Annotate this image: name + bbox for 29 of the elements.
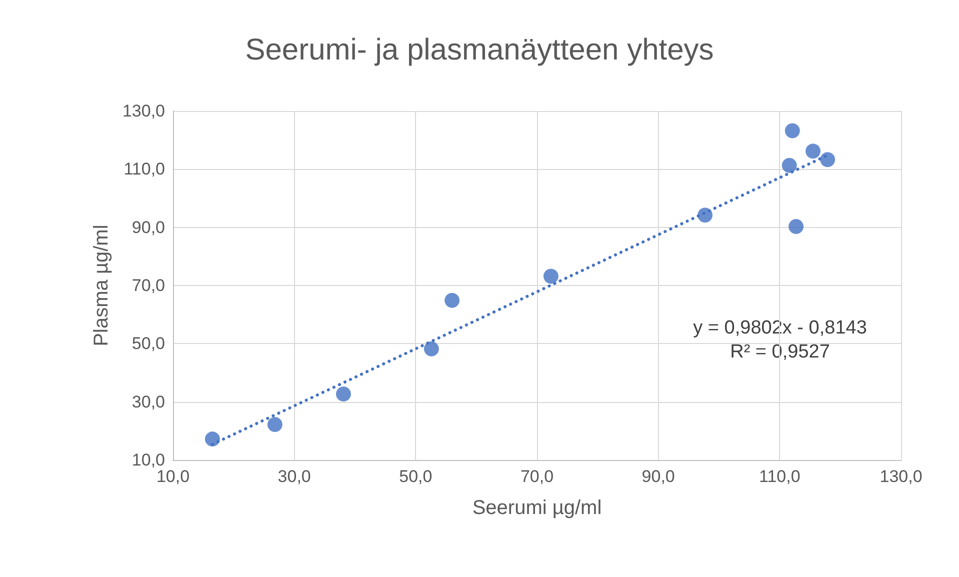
x-tick-label: 50,0 [399,467,432,486]
y-tick-label: 10,0 [132,450,165,470]
point [444,292,460,308]
point [788,218,804,234]
annotation: y = 0,9802x - 0,8143 R² = 0,9527 [693,318,867,362]
y-axis-title: Plasma µg/ml [90,224,113,346]
point [424,341,439,356]
x-axis-title: Seerumi µg/ml [472,497,602,519]
point [267,417,282,432]
x-tick-label: 110,0 [759,467,800,486]
y-tick-label: 30,0 [132,392,165,412]
x-tick-label: 10,0 [156,467,190,486]
chart-title: Seerumi- ja plasmanäytteen yhteys [245,34,714,66]
point [543,268,558,284]
x-tick-label: 70,0 [520,467,554,486]
point [784,123,800,138]
y-tick-label: 90,0 [132,218,165,237]
y-tick-label: 130,0 [122,102,165,120]
y-tick-label: 50,0 [132,334,165,354]
x-tick-label: 130,0 [880,467,922,486]
point [336,386,351,402]
point [820,152,836,168]
point [782,158,797,173]
y-tick-label: 70,0 [132,276,165,295]
x-tick-label: 30,0 [278,467,311,486]
y-tick-label: 110,0 [124,160,165,179]
point [204,432,220,447]
x-tick-label: 90,0 [642,467,675,486]
point [806,144,821,159]
